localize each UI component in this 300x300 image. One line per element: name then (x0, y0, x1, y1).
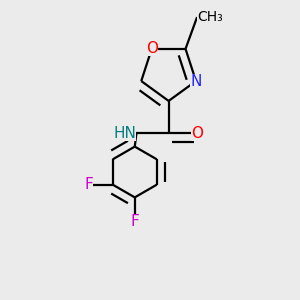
Text: N: N (190, 74, 202, 88)
Text: F: F (130, 214, 139, 229)
Text: HN: HN (114, 126, 136, 141)
Text: O: O (191, 126, 203, 141)
Text: CH₃: CH₃ (197, 10, 223, 24)
Text: O: O (146, 41, 158, 56)
Text: F: F (85, 177, 94, 192)
